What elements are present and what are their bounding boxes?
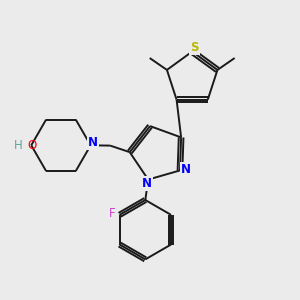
Text: N: N [181, 163, 190, 176]
Text: N: N [142, 177, 152, 190]
Text: S: S [190, 41, 199, 54]
Text: H: H [14, 139, 22, 152]
Text: O: O [28, 139, 37, 152]
Text: N: N [88, 136, 98, 149]
Text: F: F [109, 207, 115, 220]
